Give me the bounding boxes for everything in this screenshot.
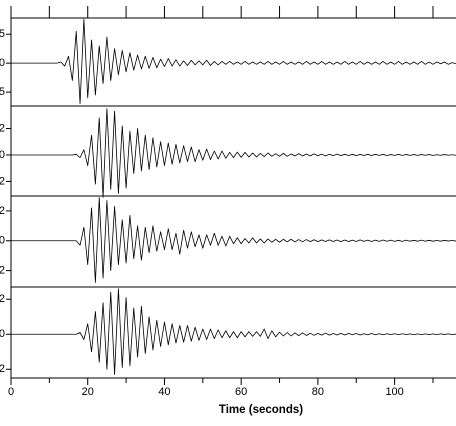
x-tick-label: 20 [82, 386, 94, 398]
y-tick-label: 2 [0, 122, 5, 134]
y-tick-label: 0 [0, 149, 5, 161]
y-tick-label: -2 [0, 175, 5, 187]
y-tick-label: 0 [0, 328, 5, 340]
x-tick-label: 60 [235, 386, 247, 398]
trace [11, 18, 456, 105]
y-tick-label: 0 [0, 57, 5, 69]
y-tick-label: 2 [0, 293, 5, 305]
x-tick-label: 100 [385, 386, 403, 398]
y-tick-label: -2 [0, 264, 5, 276]
x-axis-title: Time (seconds) [219, 404, 303, 416]
trace [11, 288, 456, 375]
y-tick-label: 0.5 [0, 28, 5, 40]
y-tick-label: -2 [0, 363, 5, 375]
y-tick-label: 0 [0, 235, 5, 247]
trace [11, 197, 456, 283]
x-tick-label: 40 [158, 386, 170, 398]
y-tick-label: 2 [0, 205, 5, 217]
y-tick-label: -0.5 [0, 86, 5, 98]
trace [11, 108, 456, 198]
x-tick-label: 80 [312, 386, 324, 398]
x-tick-label: 0 [8, 386, 14, 398]
